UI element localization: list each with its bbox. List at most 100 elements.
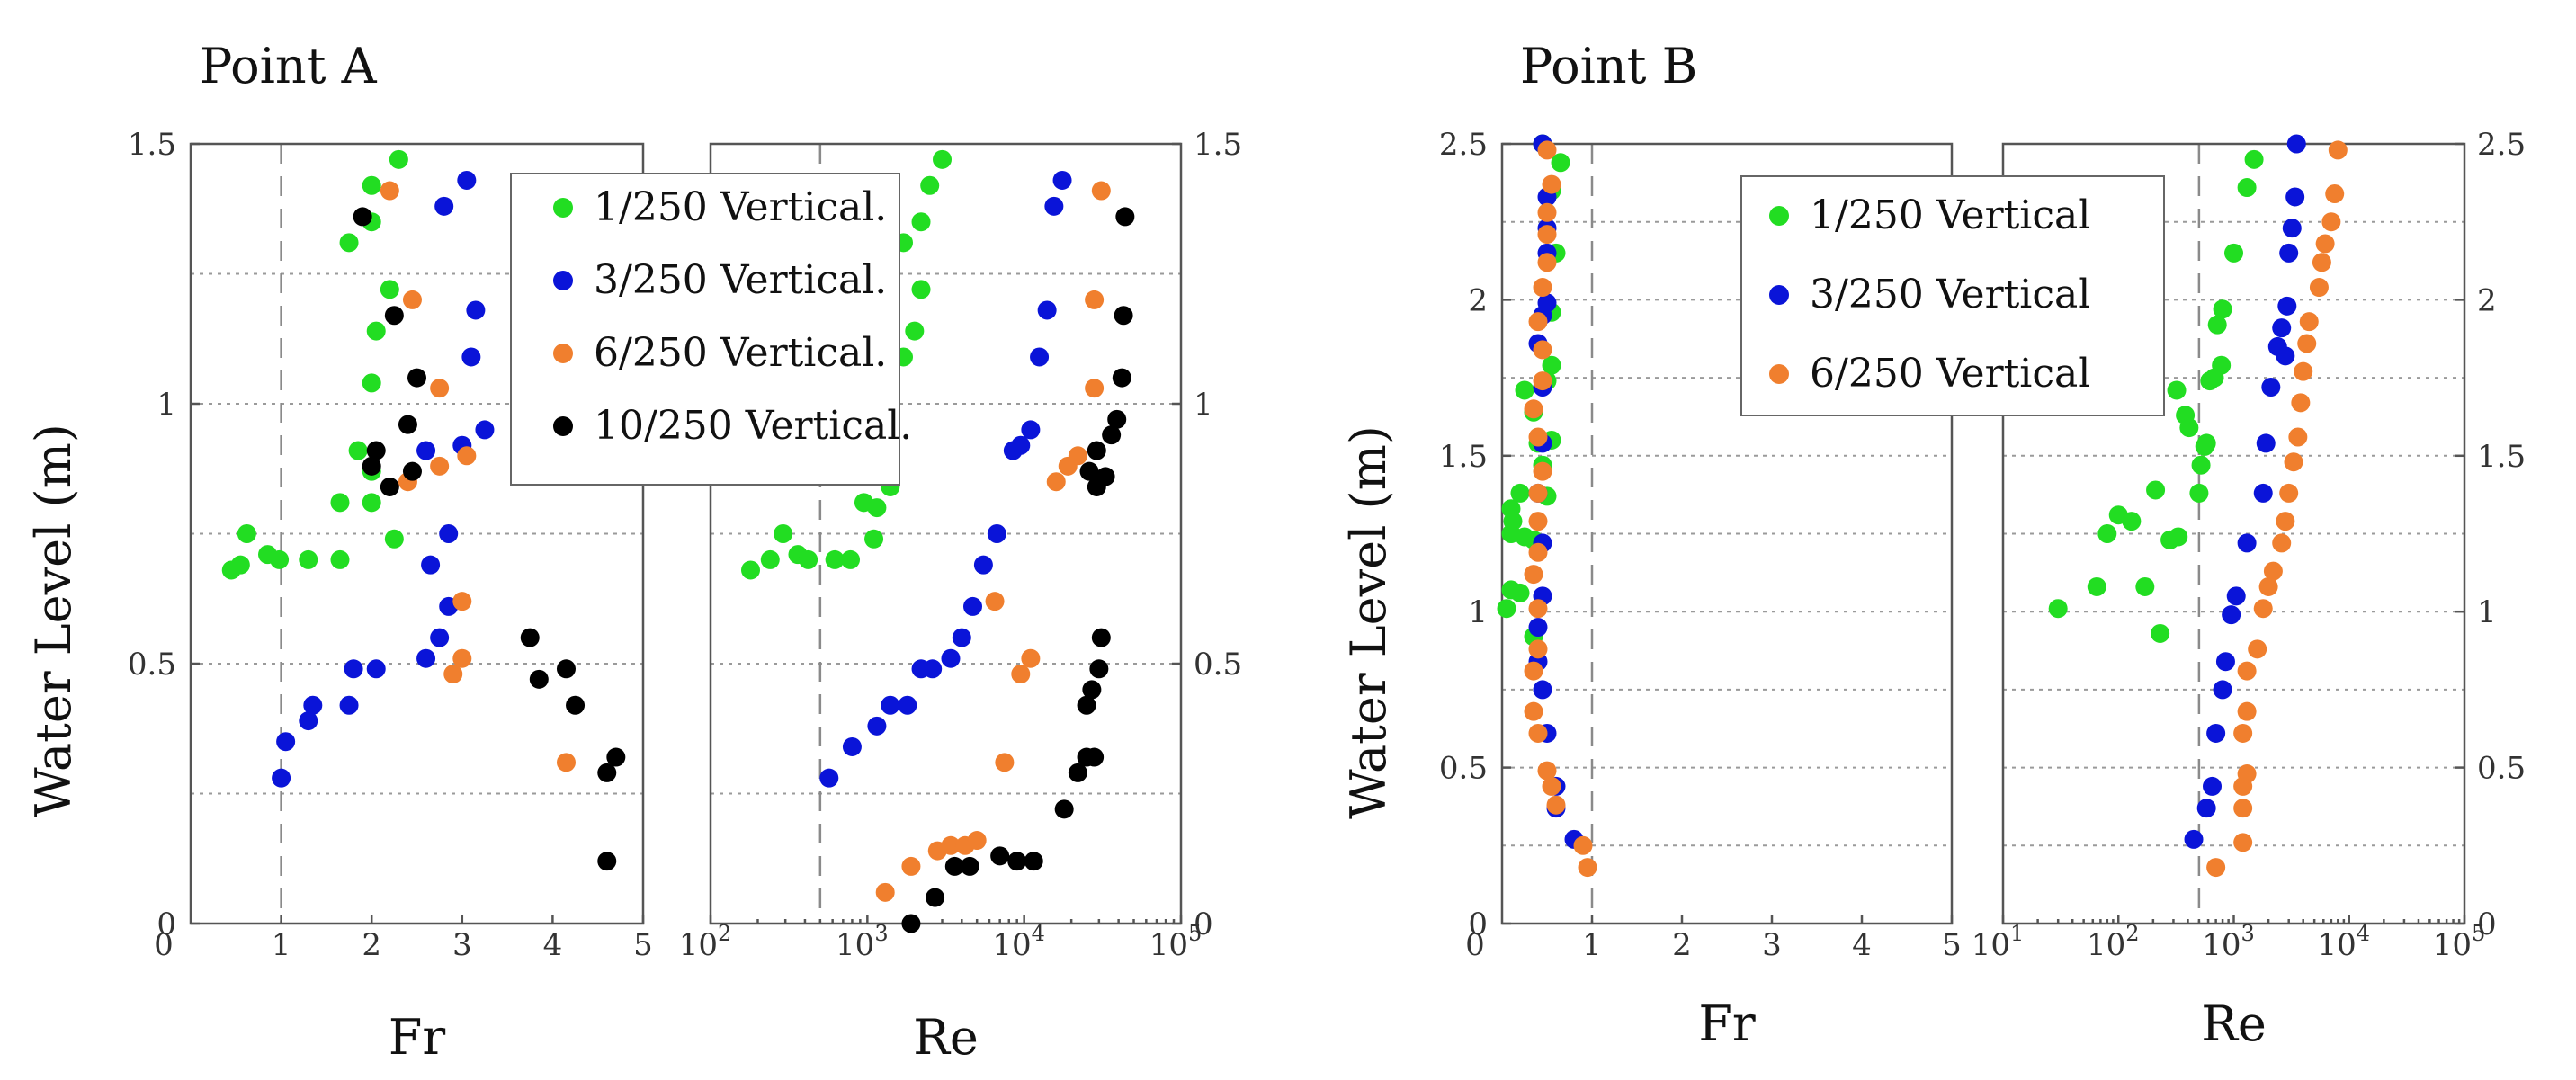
data-point-blue [421,555,441,575]
data-point-orange [941,835,961,855]
point-b-figure: Point B Water Level (m) 0 0.5 1 1.5 2 2.5 0 1 2… [1340,38,2526,1052]
data-point-orange [1524,701,1543,721]
data-point-orange [1528,723,1548,743]
point-b-title: Point B [1520,38,1697,94]
data-point-green [920,175,940,195]
data-point-green [2207,315,2227,335]
data-point-orange [430,379,450,398]
point-a-re-x-ticks: 102 103 104 105 [679,915,1202,963]
data-point-orange [2263,561,2283,581]
data-point-black [1007,852,1027,871]
x-tick-label: 104 [992,921,1045,963]
data-point-blue [439,524,459,543]
data-point-green [330,493,350,513]
point-a-re-panel: 0 0.5 1 1.5 102 103 104 105 Re [679,127,1242,1066]
data-point-orange [1537,761,1557,781]
data-point-orange [1091,181,1111,201]
x-tick-label: 102 [2087,921,2140,963]
legend-label: 1/250 Vertical [1810,192,2090,238]
data-point-orange [1533,340,1552,360]
data-point-blue [2222,605,2241,625]
x-tick-label: 0 [154,927,174,963]
y-tick-label: 1.5 [1439,439,1488,475]
data-point-orange [2248,639,2267,659]
data-point-green [2244,149,2264,169]
data-point-orange [443,665,463,684]
point-b-re-x-ticks: 101 102 103 104 105 [1972,915,2485,963]
data-point-orange [1537,202,1557,222]
data-point-black [402,461,422,481]
point-a-figure: Point A Water Level (m) 0 0.5 1 1.5 0 1 2 3 4 5 … [25,38,1242,1066]
point-a-fr-gridlines [191,272,643,795]
data-point-black [990,846,1010,866]
x-tick-label: 0 [1465,927,1485,963]
data-point-orange [2276,512,2295,531]
legend-label: 10/250 Vertical. [594,403,912,449]
y-tick-label: 2 [2477,282,2497,318]
point-b-re-xlabel: Re [2201,995,2267,1052]
point-b-fr-gridlines [1502,220,1952,847]
data-point-blue [963,596,983,616]
y-tick-label: 0.5 [1194,647,1242,683]
legend-marker-orange [553,344,573,363]
point-a-ylabel: Water Level (m) [25,424,82,817]
data-point-orange [2233,833,2253,852]
data-point-orange [2294,361,2313,381]
point-a-left-y-ticks: 0 0.5 1 1.5 [128,127,200,942]
data-point-orange [402,290,422,309]
data-point-black [944,856,964,876]
data-point-blue [2226,586,2246,606]
data-point-black [1079,461,1099,481]
data-point-black [520,628,540,647]
data-point-green [2167,380,2187,400]
data-point-green [799,549,818,569]
data-point-black [529,669,549,689]
data-point-green [2212,355,2232,375]
data-point-black [1102,425,1122,445]
y-tick-label: 0 [1194,906,1213,942]
data-point-green [362,175,381,195]
legend-marker-green [1769,206,1789,226]
data-point-orange [1524,565,1543,585]
data-point-black [1082,680,1102,700]
data-point-blue [2237,533,2257,553]
data-point-orange [1068,446,1087,466]
data-point-orange [2237,764,2257,784]
data-point-blue [1030,347,1050,367]
data-point-blue [2285,187,2305,207]
data-point-orange [2297,334,2317,353]
point-a-re-points [741,149,1135,933]
data-point-green [270,549,290,569]
point-a-title: Point A [200,38,378,94]
data-point-green [1551,153,1570,173]
data-point-black [597,763,617,782]
data-point-green [348,441,368,460]
legend-box [510,173,900,486]
legend-marker-black [553,416,573,436]
data-point-black [960,856,979,876]
x-tick-label: 3 [452,927,472,963]
data-point-green [841,549,861,569]
data-point-orange [2272,533,2292,553]
data-point-black [597,852,617,871]
data-point-orange [2237,661,2257,681]
data-point-blue [2261,378,2281,397]
data-point-black [901,914,921,933]
data-point-orange [985,592,1005,611]
data-point-orange [2253,599,2273,619]
y-tick-label: 0 [157,906,176,942]
data-point-black [1077,695,1096,715]
data-point-green [2048,599,2068,619]
data-point-orange [452,648,472,668]
x-tick-label: 5 [633,927,653,963]
data-point-blue [867,716,887,736]
point-a-re-xlabel: Re [913,1009,979,1066]
data-point-orange [1528,483,1548,503]
data-point-orange [1524,661,1543,681]
data-point-blue [819,768,839,788]
legend-box [1740,175,2165,416]
x-tick-label: 103 [2202,921,2255,963]
data-point-green [1515,380,1534,400]
point-b-left-y-ticks: 0 0.5 1 1.5 2 2.5 [1439,127,1511,942]
y-tick-label: 2.5 [1439,127,1488,163]
